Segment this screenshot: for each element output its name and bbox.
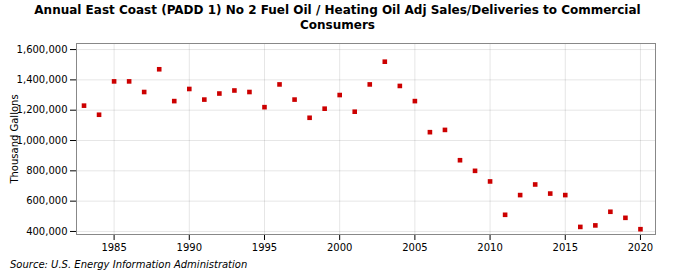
svg-text:1,400,000: 1,400,000: [17, 74, 68, 85]
svg-text:1995: 1995: [252, 242, 277, 253]
svg-text:Thousand Gallons: Thousand Gallons: [9, 94, 20, 184]
svg-text:400,000: 400,000: [26, 226, 67, 237]
html-text:Source: U.S. Energy Informatio: Source: U.S. Energy Information Administ…: [10, 259, 248, 270]
svg-text:2000: 2000: [327, 242, 352, 253]
svg-text:1,600,000: 1,600,000: [17, 44, 68, 55]
svg-text:2010: 2010: [477, 242, 502, 253]
svg-text:2020: 2020: [628, 242, 653, 253]
svg-text:2005: 2005: [402, 242, 427, 253]
svg-text:800,000: 800,000: [26, 165, 67, 176]
svg-text:600,000: 600,000: [26, 195, 67, 206]
svg-text:1990: 1990: [177, 242, 202, 253]
svg-text:2015: 2015: [553, 242, 578, 253]
html-text:Annual East Coast (PADD 1) No: Annual East Coast (PADD 1) No 2 Fuel Oil…: [34, 3, 641, 32]
svg-text:1,200,000: 1,200,000: [17, 104, 68, 115]
svg-text:1,000,000: 1,000,000: [17, 135, 68, 146]
svg-text:1985: 1985: [101, 242, 126, 253]
